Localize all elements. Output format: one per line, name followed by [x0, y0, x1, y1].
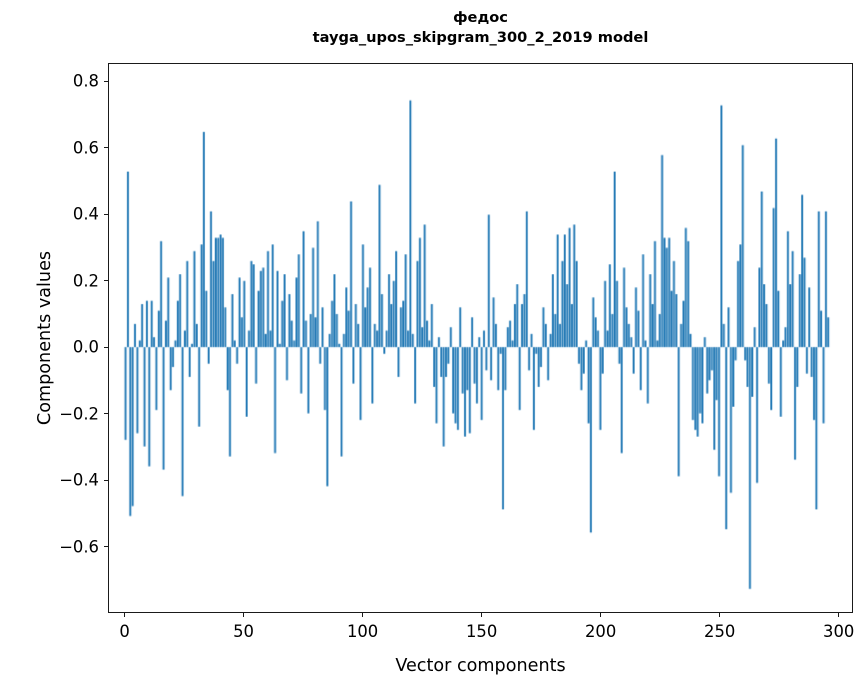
y-tick-mark	[103, 280, 108, 282]
y-tick-label: 0.2	[72, 271, 99, 291]
x-tick-mark	[124, 613, 126, 618]
x-tick-mark	[600, 613, 602, 618]
y-tick-mark	[103, 213, 108, 215]
x-tick-mark	[719, 613, 721, 618]
x-tick-label: 300	[823, 622, 855, 641]
y-tick-label: −0.6	[59, 537, 99, 557]
plot-area	[108, 63, 853, 613]
y-tick-mark	[103, 80, 108, 82]
y-tick-mark	[103, 346, 108, 348]
chart-title: федос tayga_upos_skipgram_300_2_2019 mod…	[108, 8, 853, 48]
x-tick-label: 200	[585, 622, 617, 641]
x-tick-label: 0	[119, 622, 130, 641]
y-tick-mark	[103, 147, 108, 149]
x-tick-mark	[481, 613, 483, 618]
x-tick-label: 250	[704, 622, 736, 641]
x-tick-mark	[838, 613, 840, 618]
y-tick-label: −0.4	[59, 470, 99, 490]
y-tick-label: 0.4	[72, 204, 99, 224]
x-tick-label: 100	[346, 622, 379, 641]
x-axis-label: Vector components	[395, 656, 566, 676]
chart-title-line-2: tayga_upos_skipgram_300_2_2019 model	[312, 29, 649, 47]
y-tick-label: 0.6	[72, 138, 99, 158]
y-tick-mark	[103, 479, 108, 481]
bar-series-canvas	[109, 64, 852, 612]
y-tick-mark	[103, 546, 108, 548]
x-tick-label: 50	[233, 622, 254, 641]
y-axis-label: Components values	[35, 250, 55, 426]
y-tick-label: −0.2	[59, 404, 99, 424]
chart-title-line-1: федос	[453, 9, 508, 26]
y-tick-mark	[103, 413, 108, 415]
x-tick-label: 150	[465, 622, 498, 641]
x-tick-mark	[362, 613, 364, 618]
y-tick-label: 0.8	[72, 71, 99, 91]
x-tick-mark	[243, 613, 245, 618]
y-tick-label: 0.0	[72, 337, 99, 357]
